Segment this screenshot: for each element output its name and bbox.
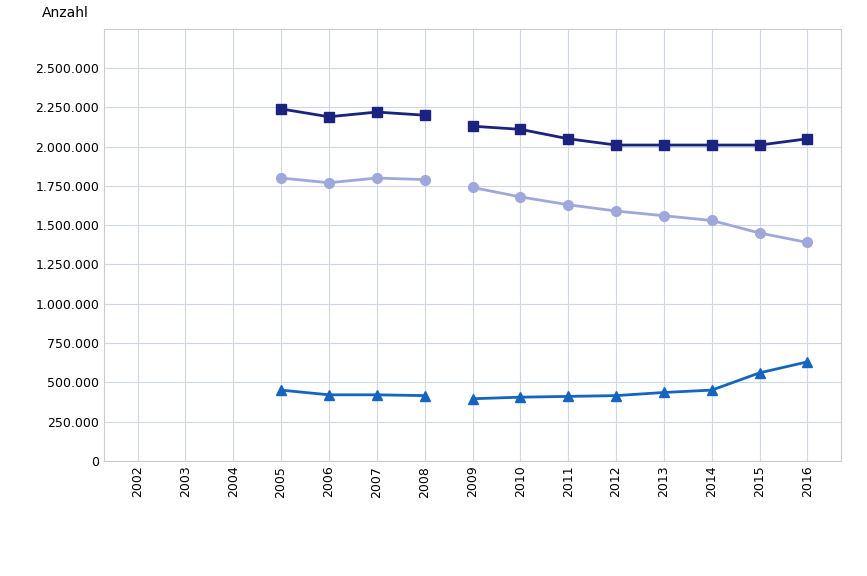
Line: deutsche: deutsche	[277, 173, 429, 188]
nichtdeutsche	[323, 391, 334, 398]
insgesamt	[420, 112, 430, 119]
Line: nichtdeutsche: nichtdeutsche	[277, 385, 429, 400]
nichtdeutsche	[372, 391, 382, 398]
insgesamt	[372, 109, 382, 116]
deutsche	[420, 176, 430, 183]
deutsche	[323, 179, 334, 186]
Line: insgesamt: insgesamt	[277, 104, 429, 122]
Text: Anzahl: Anzahl	[42, 6, 88, 20]
insgesamt	[276, 105, 286, 112]
nichtdeutsche	[276, 386, 286, 393]
insgesamt	[323, 113, 334, 120]
deutsche	[372, 175, 382, 181]
deutsche	[276, 175, 286, 181]
nichtdeutsche	[420, 392, 430, 399]
